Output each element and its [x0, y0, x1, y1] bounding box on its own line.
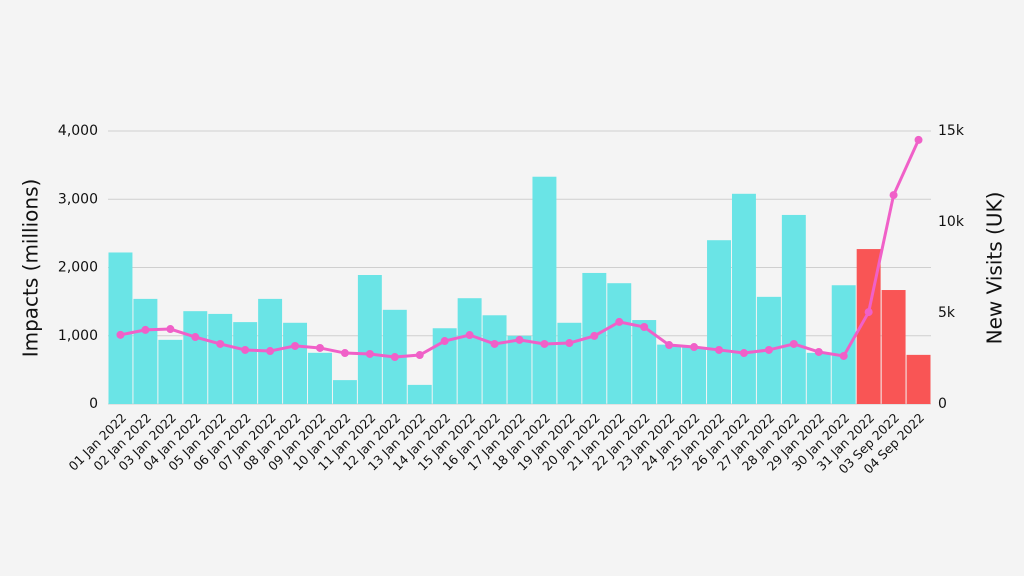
bar — [432, 328, 457, 404]
line-point — [340, 349, 349, 358]
line-point — [590, 331, 599, 340]
line-point — [640, 323, 649, 332]
y2-tick-label: 5k — [938, 305, 956, 321]
bar — [133, 298, 158, 404]
bar — [507, 335, 532, 404]
line-point — [390, 353, 399, 362]
bar — [806, 352, 831, 404]
line-point — [266, 347, 275, 356]
line-point — [141, 325, 150, 334]
bar — [482, 315, 507, 404]
bar — [308, 352, 332, 404]
bar — [108, 252, 133, 404]
line-point — [216, 339, 225, 348]
y-tick-label: 3,000 — [58, 191, 98, 207]
y-axis-title: Impacts (millions) — [19, 179, 43, 358]
line-point — [889, 191, 898, 200]
line-point — [490, 339, 499, 348]
bar — [607, 283, 632, 404]
line-point — [789, 339, 798, 348]
y-tick-label: 4,000 — [58, 123, 98, 139]
bar — [407, 384, 432, 404]
bar — [781, 214, 806, 404]
line-point — [739, 349, 748, 358]
line-point — [515, 335, 524, 344]
line-point — [839, 351, 848, 360]
line-point — [565, 339, 574, 348]
bar — [158, 339, 183, 404]
line-point — [315, 343, 324, 352]
bar — [632, 320, 657, 404]
line-point — [465, 331, 474, 340]
bar — [457, 298, 482, 404]
bar — [357, 275, 382, 404]
line-point — [864, 308, 873, 317]
line-point — [764, 345, 773, 354]
line-point — [166, 325, 175, 334]
bar — [183, 311, 208, 404]
y-tick-label: 0 — [89, 396, 98, 412]
y2-tick-label: 0 — [938, 396, 947, 412]
bar — [682, 347, 707, 404]
line-point — [615, 317, 624, 326]
y2-axis-title: New Visits (UK) — [983, 192, 1007, 345]
bar — [707, 240, 731, 404]
line-point — [540, 339, 549, 348]
bar — [657, 344, 682, 404]
y2-tick-label: 10k — [938, 214, 965, 230]
line-point — [241, 345, 250, 354]
bar — [731, 193, 756, 404]
y-tick-label: 2,000 — [58, 260, 98, 276]
bar — [233, 322, 258, 404]
line-point — [814, 347, 823, 356]
bar — [332, 380, 357, 404]
line-point — [715, 345, 724, 354]
line-point — [440, 337, 449, 346]
line-point — [291, 341, 300, 350]
line-point — [116, 330, 125, 339]
y-tick-label: 1,000 — [58, 328, 98, 344]
line-point — [365, 349, 374, 358]
bar — [881, 290, 906, 404]
line-point — [415, 351, 424, 360]
bar — [831, 285, 856, 404]
bar — [283, 322, 308, 404]
line-point — [914, 135, 923, 144]
line-point — [191, 333, 200, 342]
bar — [906, 354, 931, 404]
bar — [208, 313, 233, 404]
line-point — [665, 341, 674, 350]
bar — [532, 176, 557, 404]
line-point — [690, 343, 699, 352]
bar — [557, 322, 582, 404]
y2-tick-label: 15k — [938, 123, 965, 139]
